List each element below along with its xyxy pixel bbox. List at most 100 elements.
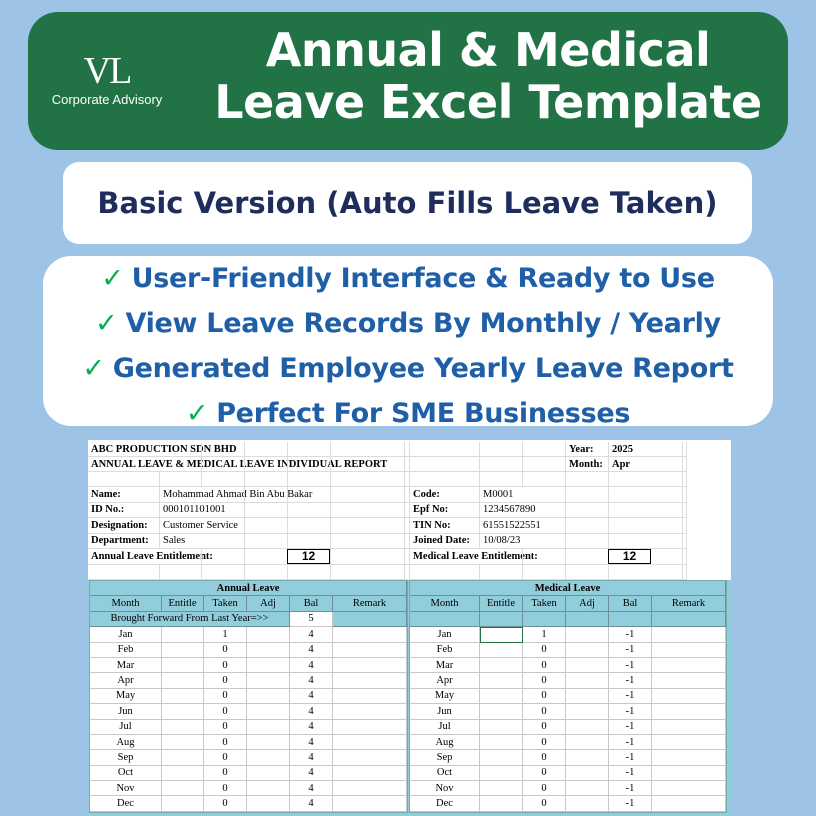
cell[interactable] [88,472,160,487]
cell[interactable] [331,472,405,487]
brought-forward-value[interactable]: 5 [290,611,333,628]
bal-cell[interactable]: -1 [609,750,652,766]
cell[interactable]: 2025 [609,442,683,457]
cell[interactable] [523,533,566,549]
entitle-cell[interactable] [480,796,523,812]
cell[interactable] [88,564,160,580]
bal-cell[interactable]: -1 [609,673,652,689]
cell[interactable] [566,549,609,565]
month-cell[interactable]: Jan [90,627,162,643]
cell[interactable]: ANNUAL LEAVE & MEDICAL LEAVE INDIVIDUAL … [88,457,387,472]
cell[interactable] [683,442,687,457]
cell[interactable]: Medical Leave Entitlement: [410,549,538,565]
cell[interactable]: Month: [566,457,609,472]
remark-cell[interactable] [652,781,726,797]
cell[interactable] [202,564,245,580]
cell[interactable]: ABC PRODUCTION SDN BHD [88,442,237,457]
cell[interactable] [202,502,245,518]
cell[interactable] [245,564,288,580]
cell[interactable] [160,457,202,472]
bal-cell[interactable]: -1 [609,719,652,735]
cell[interactable] [480,442,523,457]
taken-cell[interactable]: 0 [523,719,566,735]
taken-cell[interactable]: 0 [523,765,566,782]
bal-cell[interactable]: -1 [609,627,652,643]
entitle-cell[interactable] [162,750,204,766]
bal-cell[interactable]: 4 [290,750,333,766]
cell[interactable] [405,472,410,487]
cell[interactable] [683,457,687,472]
cell[interactable] [245,487,288,503]
adj-cell[interactable] [566,719,609,735]
cell[interactable] [523,611,566,628]
cell[interactable] [609,472,683,487]
entitle-cell[interactable] [162,627,204,643]
cell[interactable]: 000101101001 [160,503,226,518]
cell[interactable] [202,487,245,503]
bal-cell[interactable]: 4 [290,627,333,643]
remark-cell[interactable] [652,673,726,689]
cell[interactable] [523,564,566,580]
cell[interactable] [202,442,245,457]
cell[interactable] [683,487,687,503]
cell[interactable] [566,533,609,549]
remark-cell[interactable] [652,657,726,674]
taken-cell[interactable]: 0 [204,765,247,782]
cell[interactable] [566,487,609,503]
remark-cell[interactable] [333,750,407,766]
cell[interactable] [410,472,480,487]
entitle-cell[interactable] [162,673,204,689]
cell[interactable] [202,457,245,472]
cell[interactable]: TIN No: [410,518,480,534]
bal-cell[interactable]: 4 [290,673,333,689]
cell[interactable] [566,472,609,487]
taken-cell[interactable]: 0 [523,704,566,720]
cell[interactable] [160,472,202,487]
adj-cell[interactable] [247,627,290,643]
month-cell[interactable]: May [90,688,162,705]
cell[interactable] [288,487,331,503]
month-cell[interactable]: Mar [90,657,162,674]
bal-cell[interactable]: -1 [609,704,652,720]
remark-cell[interactable] [333,765,407,782]
cell[interactable] [288,457,331,472]
cell[interactable] [523,457,566,472]
cell[interactable]: Name: [88,487,160,503]
remark-cell[interactable] [652,734,726,751]
cell[interactable] [288,472,331,487]
bal-cell[interactable]: -1 [609,657,652,674]
adj-cell[interactable] [566,627,609,643]
entitle-cell[interactable] [162,657,204,674]
cell[interactable] [405,457,410,472]
taken-cell[interactable]: 0 [523,657,566,674]
entitle-cell[interactable] [480,719,523,735]
cell[interactable] [609,549,683,565]
cell[interactable] [331,549,405,565]
cell[interactable] [523,472,566,487]
cell[interactable] [202,472,245,487]
taken-cell[interactable]: 0 [204,673,247,689]
adj-cell[interactable] [566,657,609,674]
cell[interactable]: Annual Leave Entitlement: [88,549,213,565]
cell[interactable] [410,564,480,580]
taken-cell[interactable]: 1 [204,627,247,643]
remark-cell[interactable] [333,796,407,812]
cell[interactable] [202,518,245,534]
cell[interactable] [331,457,405,472]
cell[interactable] [288,518,331,534]
adj-cell[interactable] [247,750,290,766]
month-cell[interactable]: Nov [410,781,480,797]
cell[interactable] [405,533,410,549]
month-cell[interactable]: May [410,688,480,705]
entitle-cell[interactable] [162,781,204,797]
entitle-cell[interactable] [162,796,204,812]
remark-cell[interactable] [333,734,407,751]
month-cell[interactable]: Jun [90,704,162,720]
adj-cell[interactable] [566,734,609,751]
entitle-cell[interactable] [480,657,523,674]
cell[interactable] [245,457,288,472]
cell[interactable] [652,611,726,628]
cell[interactable] [683,518,687,534]
medical-entitlement-cell[interactable]: 12 [608,549,651,564]
month-cell[interactable]: Mar [410,657,480,674]
